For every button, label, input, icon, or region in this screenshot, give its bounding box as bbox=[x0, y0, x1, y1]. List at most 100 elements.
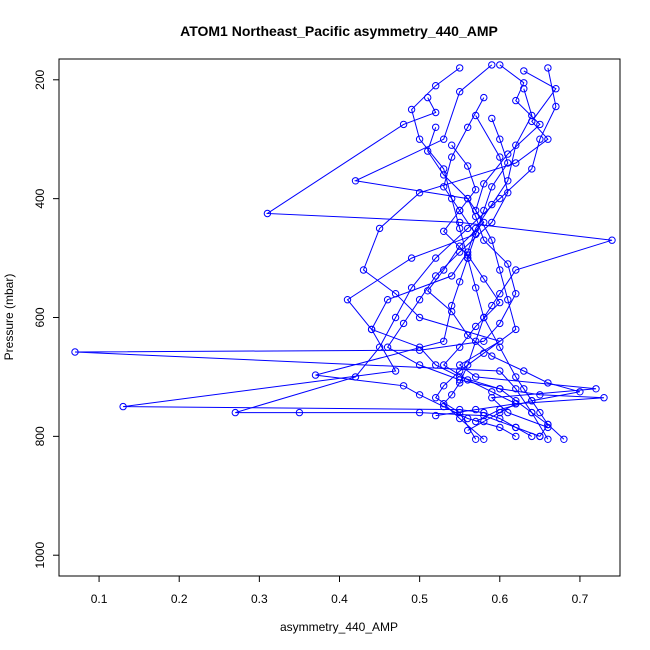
y-tick-label: 600 bbox=[33, 307, 47, 327]
data-point bbox=[391, 313, 400, 322]
data-point bbox=[544, 379, 552, 387]
series-line-9 bbox=[235, 67, 557, 437]
data-point bbox=[359, 266, 368, 274]
data-point bbox=[504, 296, 512, 304]
data-point bbox=[464, 251, 472, 259]
data-point bbox=[512, 423, 520, 432]
data-point bbox=[415, 135, 424, 143]
series-line-12 bbox=[442, 144, 517, 431]
data-point bbox=[440, 266, 448, 274]
data-point bbox=[592, 385, 600, 393]
data-point bbox=[440, 135, 448, 143]
data-point bbox=[512, 141, 520, 149]
x-tick-label: 0.3 bbox=[251, 592, 268, 606]
data-point bbox=[488, 200, 496, 209]
data-point bbox=[415, 408, 424, 417]
data-point bbox=[472, 435, 480, 443]
data-point bbox=[504, 189, 512, 197]
data-point bbox=[464, 224, 472, 233]
x-tick-label: 0.2 bbox=[171, 592, 188, 606]
x-tick-label: 0.1 bbox=[91, 592, 108, 606]
data-point bbox=[472, 284, 480, 292]
data-point bbox=[440, 400, 448, 408]
y-tick-label: 800 bbox=[33, 426, 47, 446]
data-point bbox=[512, 325, 520, 334]
x-tick-label: 0.6 bbox=[491, 592, 508, 606]
data-point bbox=[496, 61, 504, 69]
data-point bbox=[464, 426, 472, 435]
data-point bbox=[472, 405, 480, 414]
data-point bbox=[504, 408, 512, 417]
data-point bbox=[456, 414, 464, 423]
series-lines bbox=[74, 64, 613, 440]
data-point bbox=[536, 391, 544, 399]
data-point bbox=[448, 194, 456, 203]
data-point bbox=[488, 388, 496, 396]
data-point bbox=[432, 108, 440, 117]
data-point bbox=[432, 254, 440, 262]
data-point bbox=[496, 337, 504, 345]
data-point bbox=[488, 352, 496, 360]
data-point bbox=[432, 123, 440, 132]
data-point bbox=[480, 206, 488, 215]
data-point bbox=[440, 382, 448, 390]
data-point bbox=[488, 61, 496, 69]
series-points bbox=[71, 61, 616, 443]
data-point bbox=[480, 180, 488, 188]
data-point bbox=[560, 435, 568, 443]
y-axis-label: Pressure (mbar) bbox=[2, 274, 16, 361]
data-point bbox=[472, 322, 480, 331]
data-point bbox=[496, 153, 504, 161]
x-axis: 0.1 0.2 0.3 0.4 0.5 0.6 0.7 bbox=[91, 576, 589, 606]
data-point bbox=[544, 135, 552, 143]
data-point bbox=[504, 159, 512, 167]
data-point bbox=[520, 367, 528, 375]
data-point bbox=[464, 376, 472, 384]
y-tick-label: 200 bbox=[33, 69, 47, 89]
data-point bbox=[432, 361, 440, 369]
data-point bbox=[383, 296, 392, 304]
data-point bbox=[440, 337, 448, 345]
series-line-3 bbox=[74, 64, 549, 440]
data-point bbox=[496, 367, 504, 375]
data-point bbox=[472, 337, 480, 345]
x-tick-label: 0.7 bbox=[572, 592, 589, 606]
data-point bbox=[496, 414, 504, 423]
data-point bbox=[424, 93, 432, 102]
data-point bbox=[528, 397, 536, 405]
data-point bbox=[520, 79, 528, 87]
data-point bbox=[448, 391, 456, 399]
data-point bbox=[440, 227, 448, 236]
y-tick-label: 400 bbox=[33, 188, 47, 208]
data-point bbox=[311, 371, 320, 379]
data-point bbox=[424, 287, 432, 295]
data-point bbox=[496, 408, 504, 417]
data-point bbox=[415, 346, 424, 354]
data-point bbox=[544, 435, 552, 443]
data-point bbox=[544, 420, 552, 429]
data-point bbox=[415, 343, 424, 351]
data-point bbox=[480, 435, 488, 443]
data-point bbox=[544, 64, 552, 72]
data-point bbox=[504, 150, 512, 158]
data-point bbox=[480, 275, 488, 283]
data-point bbox=[456, 64, 464, 72]
data-point bbox=[440, 361, 448, 369]
data-point bbox=[496, 319, 504, 328]
data-point bbox=[391, 367, 400, 375]
data-point bbox=[415, 391, 424, 399]
data-point bbox=[512, 400, 520, 408]
data-point bbox=[456, 343, 464, 351]
data-point bbox=[440, 183, 448, 191]
data-point bbox=[512, 385, 520, 393]
data-point bbox=[512, 290, 520, 298]
data-point bbox=[464, 162, 472, 170]
data-point bbox=[480, 236, 488, 244]
data-point bbox=[456, 88, 464, 96]
chart-title: ATOM1 Northeast_Pacific asymmetry_440_AM… bbox=[180, 23, 498, 39]
series-line-2 bbox=[434, 64, 541, 440]
data-point bbox=[456, 376, 464, 384]
data-point bbox=[536, 432, 544, 441]
data-point bbox=[504, 177, 512, 185]
